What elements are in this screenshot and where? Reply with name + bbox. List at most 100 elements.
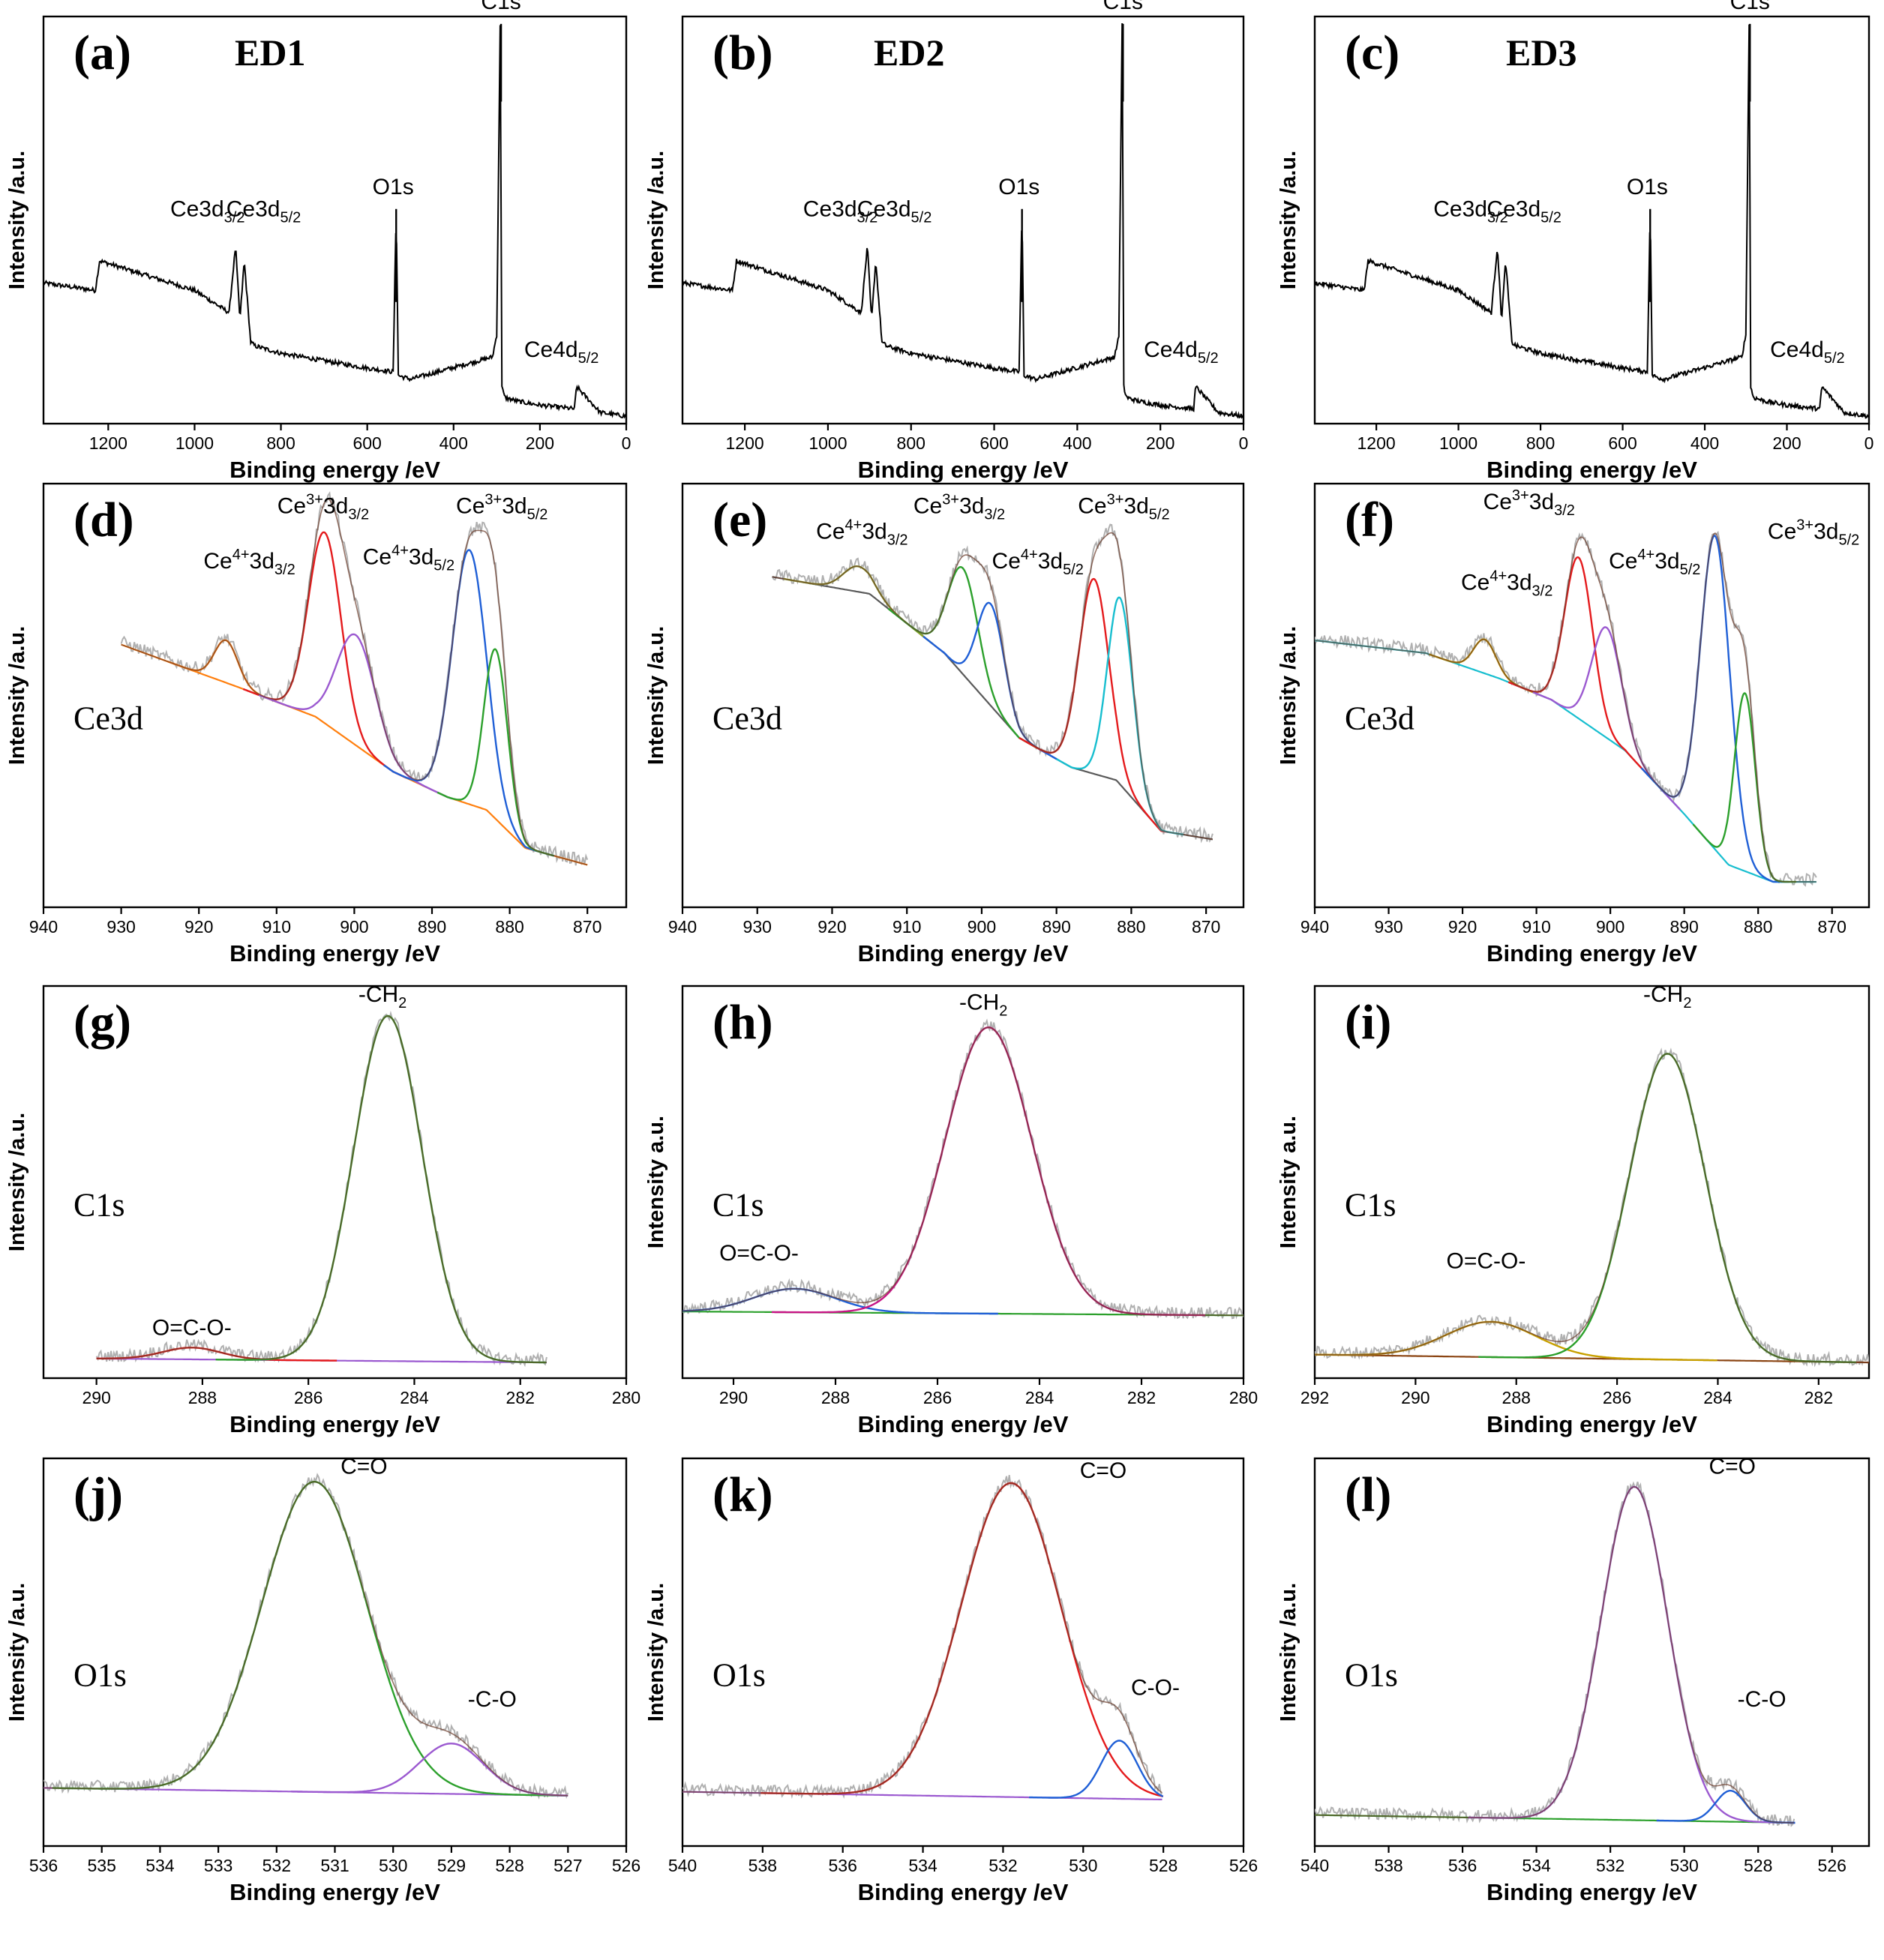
plot-area: [1315, 1481, 1796, 1827]
x-axis-label: Binding energy /eV: [230, 940, 440, 967]
peak-label: C=O: [1080, 1458, 1127, 1483]
x-tick-label: 1000: [176, 433, 214, 453]
region-label: Ce3d: [1345, 700, 1414, 737]
peak-label: C1s: [481, 0, 520, 14]
x-tick-label: 282: [1127, 1388, 1156, 1407]
x-tick-label: 526: [1818, 1856, 1846, 1875]
peak-label: O=C-O-: [152, 1315, 232, 1340]
x-axis-label: Binding energy /eV: [230, 457, 440, 483]
component-c-o: [760, 1482, 1164, 1797]
x-tick-label: 800: [266, 433, 295, 453]
x-axis-label: Binding energy /eV: [1486, 457, 1697, 483]
x-tick-label: 536: [1448, 1856, 1477, 1875]
x-tick-label: 0: [1864, 433, 1874, 453]
x-tick-label: 533: [204, 1856, 232, 1875]
x-tick-label: 540: [1300, 1856, 1329, 1875]
x-tick-label: 536: [829, 1856, 857, 1875]
component-ce3-3d5-2: [1640, 535, 1790, 883]
y-axis-label: Intensity /a.u.: [5, 151, 29, 289]
component-ce3d5-2-sat: [1056, 596, 1184, 836]
x-tick-label: 940: [1300, 917, 1329, 937]
x-axis-label: Binding energy /eV: [858, 1411, 1069, 1437]
panel-c: 1200 1000 800 600 400 200 0 Binding energy /eV I…: [1276, 0, 1874, 483]
plot-area: [1315, 530, 1817, 887]
x-tick-label: 288: [188, 1388, 217, 1407]
x-tick-label: 920: [818, 917, 846, 937]
peak-label: -CH2: [1643, 982, 1691, 1011]
y-axis-label: Intensity a.u.: [1276, 1116, 1300, 1248]
x-tick-label: 600: [352, 433, 381, 453]
plot-frame: [42, 482, 628, 909]
panel-a: 1200 1000 800 600 400 200 0 Binding energy /eV I…: [5, 0, 631, 483]
peak-label: -CH2: [959, 990, 1007, 1019]
peak-label: -C-O: [468, 1687, 517, 1712]
plot-frame: [681, 1457, 1245, 1848]
component-ce3d5-2-sat: [436, 648, 555, 857]
envelope-fit: [772, 532, 1214, 841]
region-label: O1s: [712, 1657, 766, 1694]
envelope-fit: [44, 1481, 568, 1797]
x-tick-label: 880: [1117, 917, 1145, 937]
peak-label: Ce3+3d3/2: [914, 492, 1005, 523]
x-tick-label: 535: [88, 1856, 116, 1875]
raw-spectrum: [682, 1475, 1163, 1800]
x-tick-label: 930: [1374, 917, 1402, 937]
x-tick-label: 532: [1596, 1856, 1624, 1875]
peak-label: Ce4d5/2: [524, 337, 599, 367]
component-c-o: [1468, 1485, 1796, 1824]
x-tick-label: 536: [29, 1856, 58, 1875]
background-line: [1315, 639, 1816, 883]
x-tick-label: 930: [106, 917, 135, 937]
x-tick-label: 400: [1690, 433, 1719, 453]
panel-g: 290 288 286 284 282 280 Binding energy /eV Inte…: [5, 982, 640, 1437]
x-tick-label: 284: [1025, 1388, 1054, 1407]
sample-name: ED3: [1506, 31, 1576, 73]
x-tick-label: 530: [1069, 1856, 1097, 1875]
peak-label: Ce3d5/2: [1486, 197, 1562, 226]
component-ce3-3d5-2: [383, 549, 555, 857]
peak-label: O1s: [1627, 175, 1668, 199]
x-tick-label: 532: [988, 1856, 1017, 1875]
plot-area: [1315, 1047, 1869, 1368]
x-tick-label: 284: [400, 1388, 429, 1407]
x-axis-label: Binding energy /eV: [230, 1411, 440, 1437]
peak-label: Ce3d5/2: [226, 197, 302, 226]
envelope-fit: [96, 1015, 547, 1363]
peak-label: Ce4d5/2: [1144, 337, 1219, 367]
y-axis-label: Intensity /a.u.: [644, 1583, 668, 1722]
x-tick-label: 400: [440, 433, 468, 453]
peak-label: O=C-O-: [1446, 1249, 1526, 1274]
peak-label: Ce4+3d5/2: [992, 547, 1084, 578]
plot-frame: [1313, 15, 1870, 425]
x-axis-label: Binding energy /eV: [1486, 1411, 1697, 1437]
background-line: [121, 643, 588, 866]
x-tick-label: 900: [968, 917, 996, 937]
x-tick-label: 890: [418, 917, 446, 937]
x-tick-label: 600: [1608, 433, 1636, 453]
plot-frame: [1313, 984, 1870, 1380]
raw-spectrum: [1315, 1481, 1796, 1827]
panel-b: 1200 1000 800 600 400 200 0 Binding energy /eV I…: [644, 0, 1248, 483]
envelope-fit: [1315, 1486, 1795, 1824]
panel-i: 292 290 288 286 284 282 Binding energy /eV Inte…: [1276, 982, 1870, 1437]
x-tick-label: 282: [1804, 1388, 1833, 1407]
envelope-fit: [682, 1482, 1162, 1795]
region-label: C1s: [712, 1187, 764, 1224]
x-tick-label: 529: [437, 1856, 466, 1875]
plot-area: [44, 23, 626, 419]
x-tick-label: 910: [892, 917, 921, 937]
plot-area: [682, 1018, 1244, 1320]
survey-spectrum: [44, 25, 626, 419]
peak-label: O1s: [998, 175, 1040, 199]
panel-letter: (d): [74, 493, 134, 547]
plot-frame: [681, 15, 1245, 425]
peak-label: C1s: [1103, 0, 1143, 14]
plot-frame: [681, 984, 1245, 1380]
y-axis-label: Intensity /a.u.: [1276, 151, 1300, 289]
peak-label: Ce3+3d5/2: [456, 492, 548, 523]
panel-letter: (k): [712, 1467, 773, 1522]
panel-letter: (l): [1345, 1467, 1391, 1522]
component-ce4-3d3-2: [783, 565, 934, 645]
x-tick-label: 526: [1229, 1856, 1258, 1875]
